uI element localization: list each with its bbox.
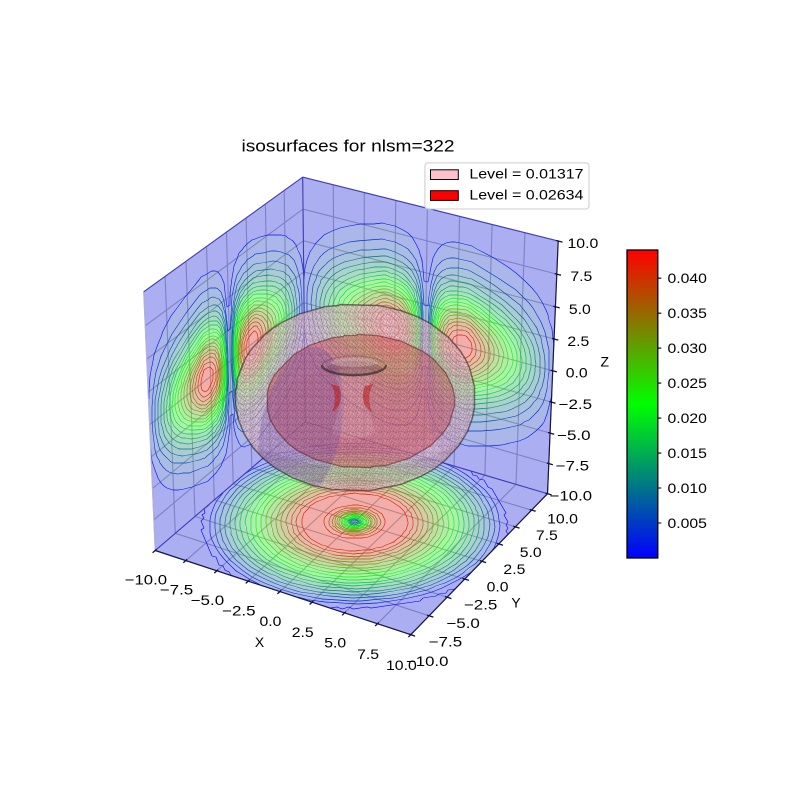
svg-text:2.5: 2.5 [292,624,314,640]
svg-text:5.0: 5.0 [569,301,591,317]
svg-text:0.0: 0.0 [566,365,588,381]
svg-text:−10.0: −10.0 [125,571,168,587]
svg-text:−7.5: −7.5 [429,634,463,650]
svg-text:5.0: 5.0 [324,635,346,651]
svg-text:0.035: 0.035 [668,305,708,321]
svg-text:0.0: 0.0 [260,613,282,629]
svg-text:−5.0: −5.0 [191,592,225,608]
svg-text:Z: Z [601,353,610,369]
svg-text:7.5: 7.5 [536,527,558,543]
svg-text:−2.5: −2.5 [222,603,256,619]
svg-text:0.030: 0.030 [668,340,708,356]
svg-text:−7.5: −7.5 [556,457,590,473]
svg-text:−10.0: −10.0 [406,653,449,669]
svg-text:−5.0: −5.0 [446,615,480,631]
svg-text:−2.5: −2.5 [559,396,593,412]
svg-text:isosurfaces for nlsm=322: isosurfaces for nlsm=322 [242,137,455,156]
svg-text:7.5: 7.5 [357,646,379,662]
svg-text:0.020: 0.020 [668,410,708,426]
svg-text:Level = 0.02634: Level = 0.02634 [469,187,583,203]
svg-text:Y: Y [511,595,520,611]
svg-text:0.005: 0.005 [668,515,708,531]
svg-text:X: X [255,634,264,650]
svg-text:10.0: 10.0 [547,510,578,526]
svg-text:0.0: 0.0 [487,579,509,595]
svg-text:2.5: 2.5 [567,333,589,349]
svg-text:0.040: 0.040 [668,270,708,286]
svg-text:−5.0: −5.0 [557,427,591,443]
svg-text:0.015: 0.015 [668,445,708,461]
svg-text:−2.5: −2.5 [464,597,498,613]
svg-text:Level = 0.01317: Level = 0.01317 [469,166,583,182]
svg-text:5.0: 5.0 [520,544,542,560]
svg-text:2.5: 2.5 [503,561,525,577]
svg-text:−10.0: −10.0 [550,488,593,504]
svg-text:0.025: 0.025 [668,375,708,391]
svg-text:7.5: 7.5 [570,268,592,284]
svg-text:10.0: 10.0 [568,235,599,251]
svg-text:0.010: 0.010 [668,480,708,496]
svg-text:10.0: 10.0 [386,657,417,673]
svg-text:−7.5: −7.5 [160,582,194,598]
